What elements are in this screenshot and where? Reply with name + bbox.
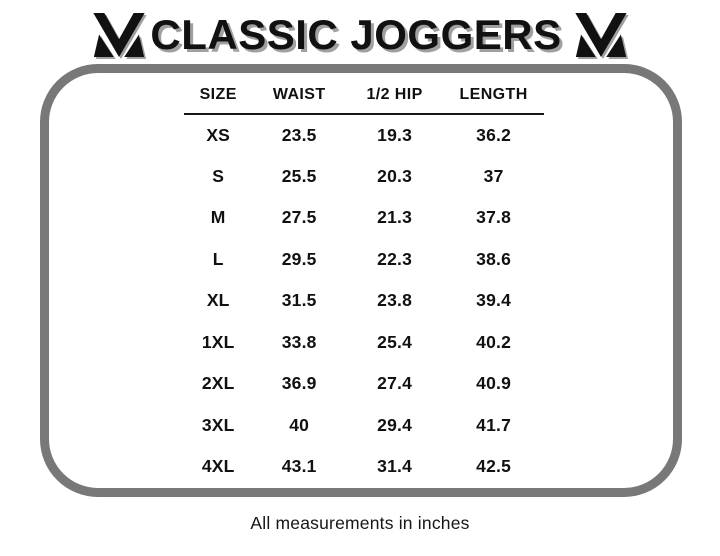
- table-header-row: SIZE WAIST 1/2 HIP LENGTH: [184, 86, 544, 115]
- measurement-cell: 33.8: [281, 331, 317, 352]
- measurement-cell: 37: [483, 165, 504, 186]
- table-row: XS 23.5 19.3 36.2: [184, 114, 544, 156]
- column-header: WAIST: [252, 86, 346, 115]
- measurement-cell: 25.5: [281, 165, 317, 186]
- measurement-cell: 27.4: [377, 373, 413, 394]
- measurement-cell: 37.8: [476, 207, 512, 228]
- size-cell: XS: [206, 124, 231, 145]
- measurement-cell: 21.3: [377, 207, 413, 228]
- size-table: SIZE WAIST 1/2 HIP LENGTH XS 23.5 19.3 36.2 S 25…: [184, 86, 544, 488]
- measurement-cell: 22.3: [377, 248, 413, 269]
- measurement-cell: 40: [289, 414, 310, 435]
- column-header: SIZE: [184, 86, 253, 115]
- column-header: 1/2 HIP: [345, 86, 444, 115]
- size-cell: XL: [206, 290, 230, 311]
- size-cell: L: [212, 248, 224, 269]
- footer-note: All measurements in inches: [250, 513, 470, 533]
- measurement-cell: 36.2: [476, 124, 512, 145]
- table-row: 4XL 43.1 31.4 42.5: [184, 446, 544, 488]
- column-header: LENGTH: [443, 86, 544, 115]
- measurement-cell: 41.7: [476, 414, 512, 435]
- title-bar: CLASSIC JOGGERS: [0, 10, 720, 60]
- table-row: 3XL 40 29.4 41.7: [184, 405, 544, 447]
- measurement-cell: 39.4: [476, 290, 512, 311]
- table-row: 1XL 33.8 25.4 40.2: [184, 322, 544, 364]
- table-row: XL 31.5 23.8 39.4: [184, 280, 544, 322]
- page-title: CLASSIC JOGGERS: [150, 11, 562, 58]
- measurement-cell: 23.8: [377, 290, 413, 311]
- size-chart-frame: SIZE WAIST 1/2 HIP LENGTH XS 23.5 19.3 36.2 S 25…: [40, 64, 682, 497]
- size-cell: 2XL: [201, 373, 235, 394]
- size-cell: 1XL: [201, 331, 235, 352]
- measurement-cell: 31.4: [377, 456, 413, 477]
- measurement-cell: 40.2: [476, 331, 512, 352]
- table-row: 2XL 36.9 27.4 40.9: [184, 363, 544, 405]
- measurement-cell: 40.9: [476, 373, 512, 394]
- table-row: M 27.5 21.3 37.8: [184, 197, 544, 239]
- measurement-cell: 20.3: [377, 165, 413, 186]
- size-cell: M: [210, 207, 226, 228]
- table-row: S 25.5 20.3 37: [184, 156, 544, 198]
- measurement-cell: 43.1: [281, 456, 317, 477]
- measurement-cell: 27.5: [281, 207, 317, 228]
- measurement-cell: 19.3: [377, 124, 413, 145]
- measurement-cell: 29.5: [281, 248, 317, 269]
- brand-m-logo-icon: [574, 13, 628, 57]
- measurement-cell: 38.6: [476, 248, 512, 269]
- measurement-cell: 36.9: [281, 373, 317, 394]
- measurement-cell: 23.5: [281, 124, 317, 145]
- size-cell: 4XL: [201, 456, 235, 477]
- brand-m-logo-icon: [92, 13, 146, 57]
- measurement-cell: 29.4: [377, 414, 413, 435]
- measurement-cell: 42.5: [476, 456, 512, 477]
- measurement-cell: 31.5: [281, 290, 317, 311]
- measurement-cell: 25.4: [377, 331, 413, 352]
- size-cell: S: [212, 165, 225, 186]
- table-row: L 29.5 22.3 38.6: [184, 239, 544, 281]
- size-cell: 3XL: [201, 414, 235, 435]
